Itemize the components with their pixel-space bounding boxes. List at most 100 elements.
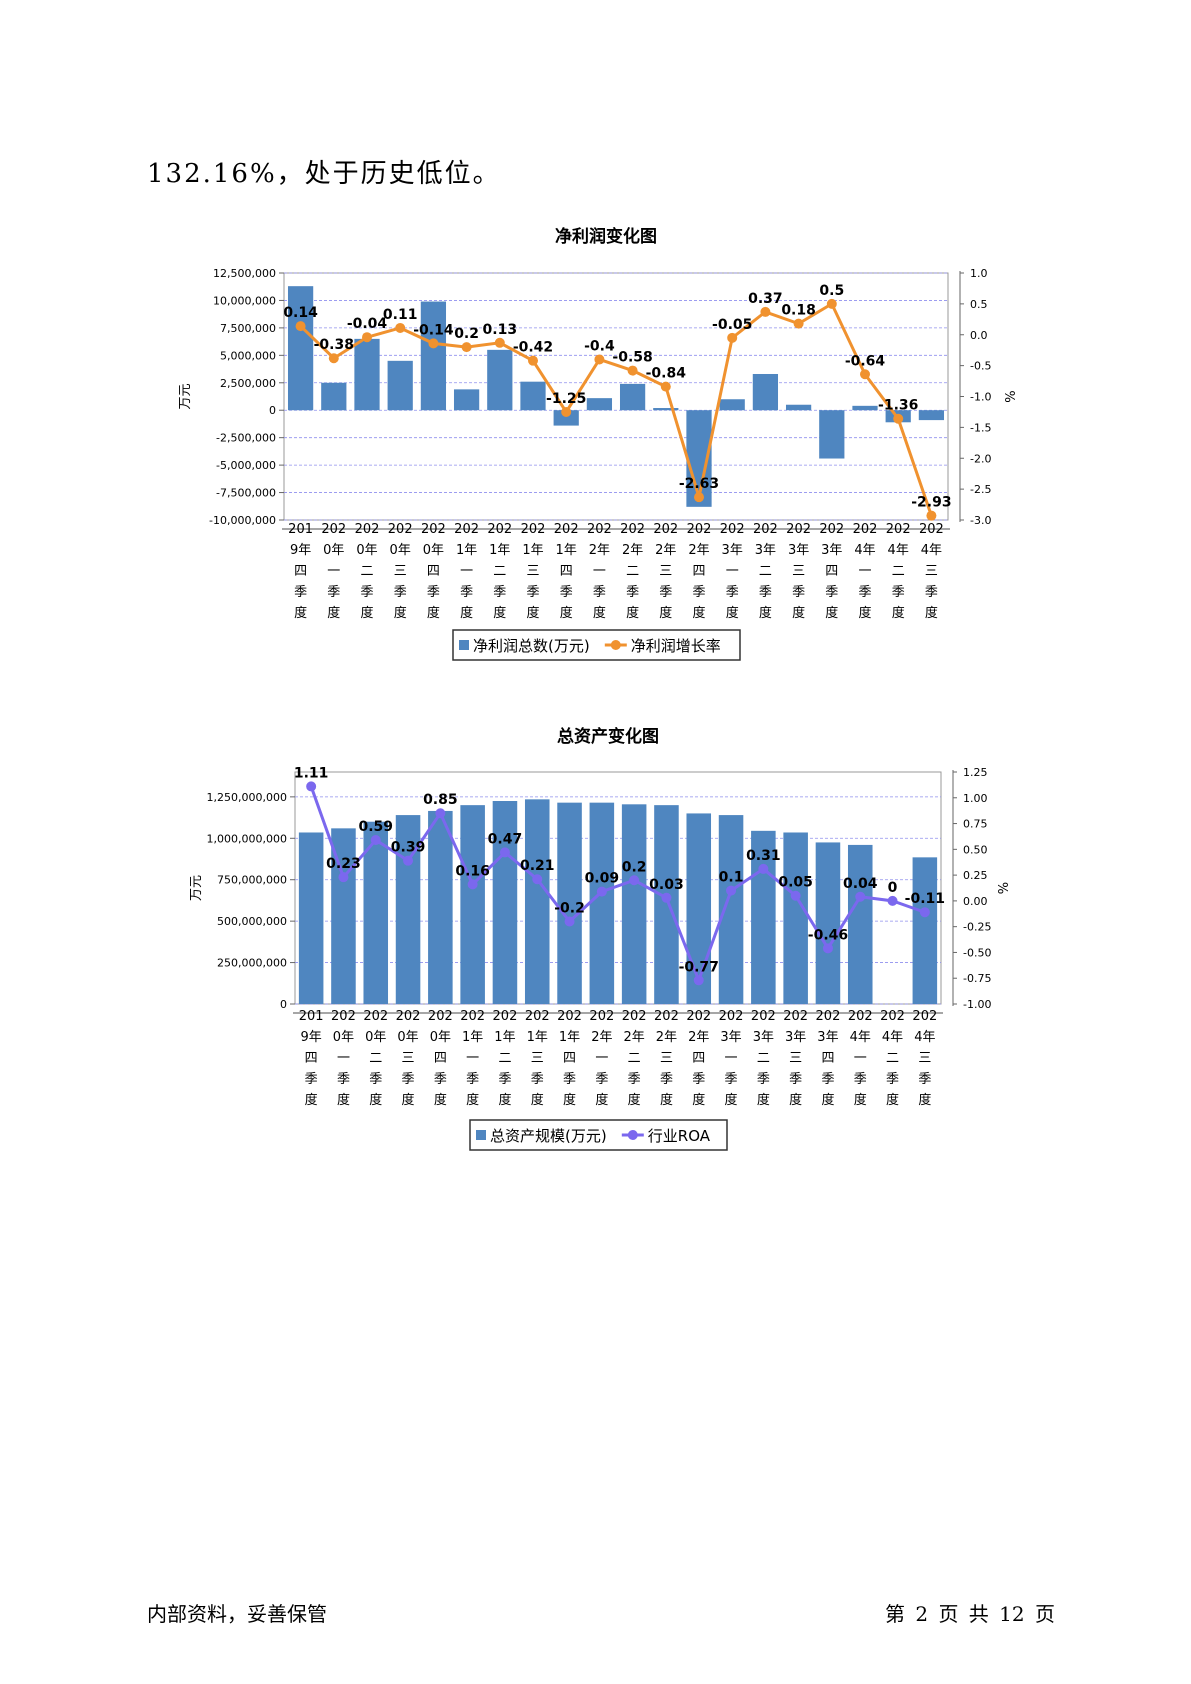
data-label: -0.2 <box>554 901 585 917</box>
line-point <box>793 318 804 329</box>
line-point <box>328 353 339 364</box>
y2-tick-label: -0.50 <box>963 946 991 959</box>
data-label: 0.59 <box>358 819 393 835</box>
x-tick-label: 201 9年四季度 <box>299 1009 324 1108</box>
y2-tick-label: -2.5 <box>970 483 991 496</box>
bar <box>621 804 647 1004</box>
data-label: 0.04 <box>843 876 878 892</box>
data-label: 0.09 <box>585 871 620 887</box>
y2-tick-label: 0.50 <box>963 843 988 856</box>
line-point <box>694 492 704 503</box>
line-point <box>629 875 640 886</box>
line-point <box>919 907 930 918</box>
y2-tick-label: -0.25 <box>963 921 991 934</box>
y2-axis-title: % <box>1004 390 1019 402</box>
y-tick-label: -2,500,000 <box>216 432 276 445</box>
line-point <box>826 298 837 309</box>
x-tick-label: 202 1年一季度 <box>454 522 479 621</box>
line-point <box>306 781 317 792</box>
bar <box>298 832 324 1004</box>
bar <box>819 410 845 459</box>
legend-line-label: 净利润增长率 <box>631 637 721 655</box>
data-label: 0.2 <box>622 859 647 875</box>
x-tick-label: 202 4年一季度 <box>848 1009 873 1108</box>
y-tick-label: 12,500,000 <box>213 267 276 280</box>
data-label: 0.14 <box>283 305 318 321</box>
data-label: -0.11 <box>905 891 945 907</box>
series-line <box>309 785 926 985</box>
data-label: -1.36 <box>878 398 918 414</box>
data-label: 0.85 <box>423 792 458 808</box>
line-point <box>627 365 638 376</box>
line-point <box>428 338 439 349</box>
bar <box>751 830 776 1004</box>
y2-tick-label: -3.0 <box>970 514 991 527</box>
data-label: -0.38 <box>314 337 354 353</box>
bar <box>354 338 380 411</box>
y-tick-label: 0 <box>280 998 287 1011</box>
bar <box>287 286 314 411</box>
legend-bar-label: 净利润总数(万元) <box>473 637 590 655</box>
line-point <box>461 342 472 353</box>
line-point <box>727 332 738 343</box>
data-label: -1.25 <box>546 391 586 407</box>
data-label: 0.05 <box>778 875 813 891</box>
x-tick-label: 202 2年四季度 <box>687 522 712 621</box>
data-label: 0.31 <box>746 848 781 864</box>
x-tick-label: 202 0年一季度 <box>331 1009 356 1108</box>
data-label: -0.64 <box>845 353 886 369</box>
line-point <box>790 890 801 901</box>
total-assets-chart: 总资产变化图 1,250,000,000 1,000,000,000 750,000,… <box>189 726 1012 1151</box>
legend-bar-swatch <box>459 640 469 650</box>
y2-tick-label: -1.0 <box>970 391 991 404</box>
y-tick-label: -5,000,000 <box>216 459 276 472</box>
bar <box>487 349 513 411</box>
data-label: 0.47 <box>488 831 523 847</box>
x-tick-label: 202 2年二季度 <box>620 522 645 621</box>
x-tick-label: 202 1年四季度 <box>554 522 579 621</box>
bar <box>654 805 679 1004</box>
line-point <box>370 835 381 846</box>
x-tick-label: 202 4年三季度 <box>912 1009 937 1108</box>
y-tick-label: 1,000,000,000 <box>207 832 287 845</box>
x-tick-label: 202 3年一季度 <box>719 1009 744 1108</box>
line-point <box>295 321 306 332</box>
bar <box>586 398 613 411</box>
y-tick-label: 500,000,000 <box>217 915 287 928</box>
intro-paragraph: 132.16%，处于历史低位。 <box>147 159 501 189</box>
y2-tick-label: 0.5 <box>970 298 988 311</box>
y2-tick-label: 1.25 <box>963 766 988 779</box>
y-tick-label: -10,000,000 <box>209 514 276 527</box>
line-point <box>561 406 572 417</box>
y2-tick-label: -0.5 <box>970 360 991 373</box>
line-point <box>822 943 833 954</box>
x-tick-label: 202 1年二季度 <box>487 522 512 621</box>
line-point <box>926 510 937 521</box>
data-label: 0.16 <box>455 863 490 879</box>
y2-tick-label: 0.75 <box>963 818 988 831</box>
y2-tick-label: 0.0 <box>970 329 988 342</box>
data-label: 0 <box>888 880 898 896</box>
bar <box>420 301 447 411</box>
bar <box>453 389 480 411</box>
line-point <box>528 355 538 366</box>
y2-tick-label: 0.25 <box>963 869 988 882</box>
bar <box>785 404 812 411</box>
x-tick-label: 202 1年三季度 <box>521 522 546 621</box>
y2-tick-label: 1.00 <box>963 792 988 805</box>
y-tick-label: 250,000,000 <box>217 957 287 970</box>
line-point <box>855 891 866 902</box>
bar <box>918 410 945 421</box>
data-label: -0.4 <box>584 338 615 354</box>
bar <box>321 382 347 411</box>
data-label: 0.2 <box>454 326 479 342</box>
data-label: 0.11 <box>383 307 418 323</box>
y-tick-label: 1,250,000,000 <box>207 791 287 804</box>
bar <box>719 399 745 411</box>
data-label: -0.04 <box>347 316 388 332</box>
x-tick-label: 202 1年二季度 <box>493 1009 518 1108</box>
x-tick-label: 202 2年一季度 <box>589 1009 614 1108</box>
data-label: -2.63 <box>679 476 719 492</box>
bar <box>686 813 712 1004</box>
bar <box>492 801 518 1004</box>
